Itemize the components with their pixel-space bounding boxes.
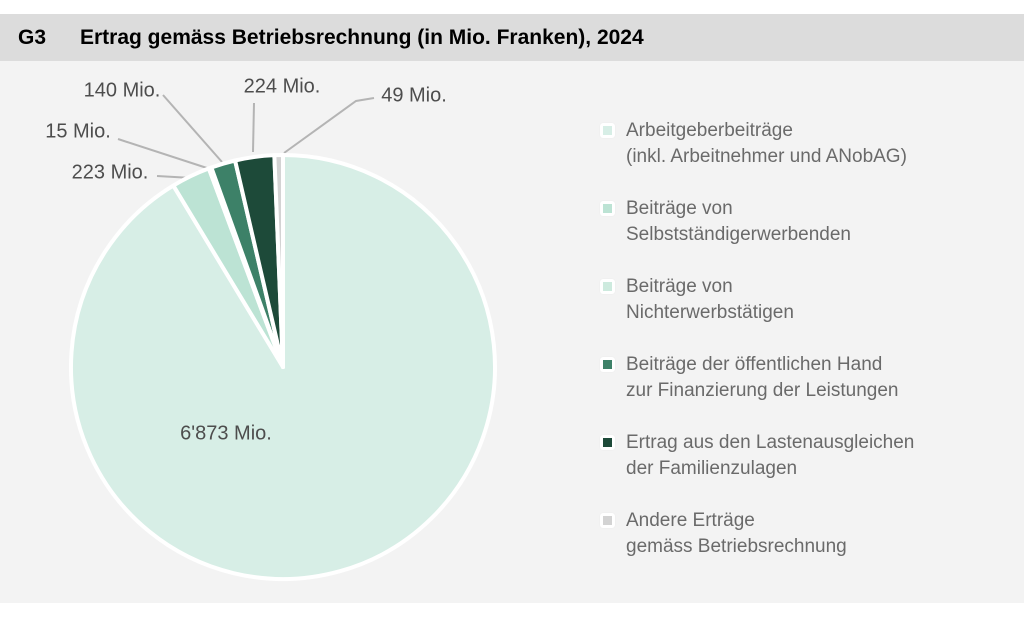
legend-item: Arbeitgeberbeiträge (inkl. Arbeitnehmer u… (600, 118, 914, 170)
leader-line (117, 138, 211, 170)
pie-slice-value-label: 49 Mio. (381, 84, 447, 107)
legend-label: Ertrag aus den Lastenausgleichen der Fami… (626, 430, 914, 482)
pie-slice-value-label: 15 Mio. (45, 120, 111, 143)
legend-label-line1: Ertrag aus den Lastenausgleichen (626, 432, 915, 453)
figure-title-bar: G3 Ertrag gemäss Betriebsrechnung (in Mi… (0, 14, 1024, 61)
legend-swatch-color (603, 360, 612, 369)
legend-label: Beiträge von Nichterwerbstätigen (626, 274, 794, 326)
legend-swatch-icon (600, 357, 615, 372)
leader-line (162, 94, 223, 163)
legend-label-line2: der Familienzulagen (626, 458, 798, 479)
legend-swatch-icon (600, 279, 615, 294)
figure-number: G3 (18, 25, 47, 49)
legend-swatch-color (603, 438, 612, 447)
legend-label-line1: Arbeitgeberbeiträge (626, 120, 793, 141)
legend-label-line1: Beiträge der öffentlichen Hand (626, 354, 883, 375)
legend-label-line2: Selbstständigerwerbenden (626, 224, 851, 245)
legend-label-line2: gemäss Betriebsrechnung (626, 536, 847, 557)
legend-label: Andere Erträge gemäss Betriebsrechnung (626, 508, 847, 560)
legend-label-line2: zur Finanzierung der Leistungen (626, 380, 899, 401)
leader-line (252, 102, 255, 153)
legend-item: Beiträge der öffentlichen Hand zur Finanz… (600, 352, 914, 404)
page-title: Ertrag gemäss Betriebsrechnung (in Mio. … (80, 25, 644, 49)
legend-swatch-color (603, 204, 612, 213)
legend-label-line2: (inkl. Arbeitnehmer und ANobAG) (626, 146, 907, 167)
pie-slice-value-label: 223 Mio. (71, 161, 149, 184)
pie-slice (272, 153, 285, 369)
legend-swatch-color (603, 516, 612, 525)
chart-legend: Arbeitgeberbeiträge (inkl. Arbeitnehmer u… (600, 118, 914, 586)
legend-label-line2: Nichterwerbstätigen (626, 302, 794, 323)
legend-swatch-icon (600, 201, 615, 216)
legend-item: Beiträge von Nichterwerbstätigen (600, 274, 914, 326)
legend-label: Arbeitgeberbeiträge (inkl. Arbeitnehmer u… (626, 118, 907, 170)
legend-swatch-icon (600, 123, 615, 138)
legend-swatch-icon (600, 435, 615, 450)
pie-slice-value-label: 140 Mio. (83, 79, 161, 102)
legend-item: Beiträge von Selbstständigerwerbenden (600, 196, 914, 248)
legend-label: Beiträge der öffentlichen Hand zur Finanz… (626, 352, 899, 404)
chart-area: 6'873 Mio. 223 Mio. 15 Mio. 140 Mio. 224 Mio… (0, 61, 1024, 603)
legend-label: Beiträge von Selbstständigerwerbenden (626, 196, 851, 248)
legend-swatch-color (603, 126, 612, 135)
legend-item: Ertrag aus den Lastenausgleichen der Fami… (600, 430, 914, 482)
pie-slice-value-label: 6'873 Mio. (180, 422, 272, 445)
legend-swatch-color (603, 282, 612, 291)
pie-slice-value-label: 224 Mio. (243, 75, 321, 98)
legend-swatch-icon (600, 513, 615, 528)
legend-label-line1: Andere Erträge (626, 510, 755, 531)
legend-label-line1: Beiträge von (626, 198, 733, 219)
legend-item: Andere Erträge gemäss Betriebsrechnung (600, 508, 914, 560)
leader-line (283, 97, 375, 154)
legend-label-line1: Beiträge von (626, 276, 733, 297)
pie-chart (68, 94, 497, 581)
